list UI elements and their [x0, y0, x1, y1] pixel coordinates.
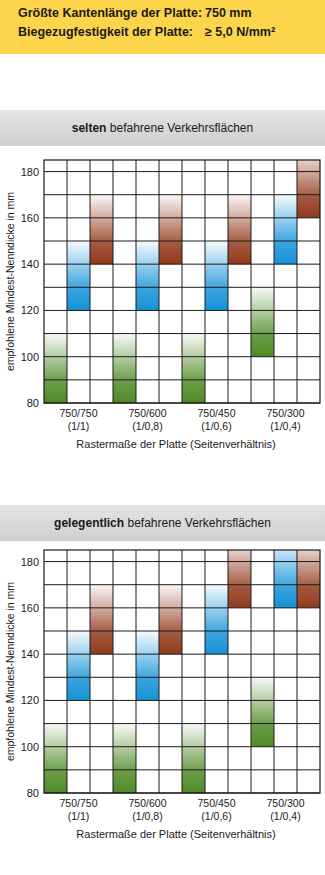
range-bar	[113, 724, 136, 793]
range-bar	[297, 160, 320, 218]
column-line	[113, 550, 114, 793]
plot-frame	[44, 160, 320, 403]
y-tick-label: 80	[27, 787, 39, 799]
grid	[44, 550, 320, 793]
x-tick-label: 750/750	[60, 407, 98, 419]
page: Größte Kantenlänge der Platte:750 mm Bieg…	[0, 0, 325, 875]
x-axis-label: Rastermaße der Platte (Seitenverhältnis)	[76, 828, 275, 840]
x-tick-label: (1/0,6)	[201, 420, 231, 432]
column-line	[182, 550, 183, 793]
header-value: ≥ 5,0 N/mm²	[205, 25, 275, 39]
x-tick-label: (1/0,6)	[201, 810, 231, 822]
column-line	[251, 160, 252, 403]
chart-title-emphasis: selten	[72, 121, 107, 135]
column-line	[205, 550, 206, 793]
chart-title-rest: befahrene Verkehrsflächen	[124, 516, 271, 530]
column-line	[67, 160, 68, 403]
range-bar	[113, 334, 136, 403]
column-line	[297, 160, 298, 403]
x-tick-label: (1/0,8)	[132, 810, 162, 822]
x-tick-label: (1/1)	[68, 810, 90, 822]
range-bar	[274, 550, 297, 608]
column-line	[274, 160, 275, 403]
column-line	[251, 550, 252, 793]
y-axis-label: empfohlene Mindest-Nenndicke in mm	[4, 582, 16, 761]
column-line	[228, 550, 229, 793]
range-bar	[44, 334, 67, 403]
column-line	[67, 550, 68, 793]
x-tick-label: 750/300	[267, 407, 305, 419]
y-tick-label: 160	[21, 602, 39, 614]
x-tick-label: 750/300	[267, 797, 305, 809]
x-tick-label: (1/0,4)	[270, 420, 300, 432]
column-line	[228, 160, 229, 403]
x-tick-label: 750/600	[129, 407, 167, 419]
column-line	[297, 550, 298, 793]
y-tick-label: 180	[21, 556, 39, 568]
y-axis-label: empfohlene Mindest-Nenndicke in mm	[4, 192, 16, 371]
range-bar	[228, 195, 251, 264]
y-tick-label: 100	[21, 741, 39, 753]
x-tick-label: (1/0,4)	[270, 810, 300, 822]
column-line	[182, 160, 183, 403]
header-background	[0, 0, 325, 54]
range-bar	[182, 724, 205, 793]
y-tick-label: 80	[27, 397, 39, 409]
x-tick-label: (1/0,8)	[132, 420, 162, 432]
bars	[44, 550, 320, 793]
chart-title: selten befahrene Verkehrsflächen	[72, 121, 253, 135]
range-bar	[136, 631, 159, 700]
y-tick-label: 100	[21, 351, 39, 363]
y-tick-label: 140	[21, 648, 39, 660]
range-bar	[90, 585, 113, 654]
chart-title: gelegentlich befahrene Verkehrsflächen	[54, 516, 271, 530]
header-label: Größte Kantenlänge der Platte:	[18, 6, 202, 20]
x-tick-label: (1/1)	[68, 420, 90, 432]
grid	[44, 160, 320, 403]
x-axis-label: Rastermaße der Platte (Seitenverhältnis)	[76, 438, 275, 450]
x-tick-label: 750/750	[60, 797, 98, 809]
range-bar	[67, 241, 90, 310]
chart-title-rest: befahrene Verkehrsflächen	[106, 121, 253, 135]
y-tick-label: 180	[21, 166, 39, 178]
x-tick-label: 750/450	[198, 797, 236, 809]
column-line	[274, 550, 275, 793]
range-bar	[67, 631, 90, 700]
y-tick-label: 120	[21, 304, 39, 316]
column-line	[136, 160, 137, 403]
y-tick-label: 160	[21, 212, 39, 224]
y-tick-label: 140	[21, 258, 39, 270]
column-line	[205, 160, 206, 403]
range-bar	[90, 195, 113, 264]
range-bar	[205, 241, 228, 310]
bars	[44, 160, 320, 403]
column-line	[90, 550, 91, 793]
range-bar	[136, 241, 159, 310]
plot-frame	[44, 550, 320, 793]
range-bar	[274, 195, 297, 264]
column-line	[159, 160, 160, 403]
range-bar	[182, 334, 205, 403]
range-bar	[159, 585, 182, 654]
range-bar	[44, 724, 67, 793]
range-bar	[159, 195, 182, 264]
section-band	[0, 110, 325, 146]
header-label: Biegezugfestigkeit der Platte:	[18, 25, 193, 39]
plot-background	[44, 160, 320, 403]
header-value: 750 mm	[205, 6, 252, 20]
range-bar	[297, 550, 320, 608]
column-line	[136, 550, 137, 793]
x-tick-label: 750/600	[129, 797, 167, 809]
section-band	[0, 505, 325, 541]
x-tick-label: 750/450	[198, 407, 236, 419]
range-bar	[205, 585, 228, 654]
range-bar	[228, 550, 251, 608]
column-line	[90, 160, 91, 403]
column-line	[113, 160, 114, 403]
range-bar	[251, 287, 274, 356]
y-tick-label: 120	[21, 694, 39, 706]
column-line	[159, 550, 160, 793]
chart-title-emphasis: gelegentlich	[54, 516, 124, 530]
range-bar	[251, 677, 274, 746]
